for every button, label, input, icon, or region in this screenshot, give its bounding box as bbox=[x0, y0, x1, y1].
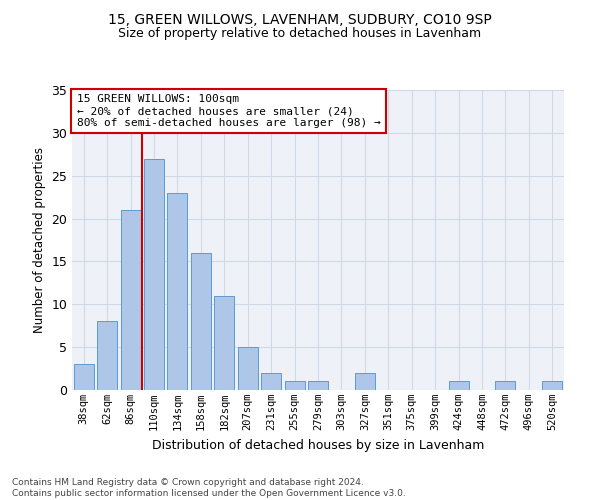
Text: Contains HM Land Registry data © Crown copyright and database right 2024.
Contai: Contains HM Land Registry data © Crown c… bbox=[12, 478, 406, 498]
Bar bbox=[121, 210, 140, 390]
Bar bbox=[238, 347, 257, 390]
Text: 15 GREEN WILLOWS: 100sqm
← 20% of detached houses are smaller (24)
80% of semi-d: 15 GREEN WILLOWS: 100sqm ← 20% of detach… bbox=[77, 94, 380, 128]
Bar bbox=[167, 193, 187, 390]
Bar bbox=[261, 373, 281, 390]
Bar bbox=[97, 322, 117, 390]
Bar bbox=[542, 382, 562, 390]
Bar bbox=[214, 296, 234, 390]
Text: 15, GREEN WILLOWS, LAVENHAM, SUDBURY, CO10 9SP: 15, GREEN WILLOWS, LAVENHAM, SUDBURY, CO… bbox=[108, 12, 492, 26]
X-axis label: Distribution of detached houses by size in Lavenham: Distribution of detached houses by size … bbox=[152, 438, 484, 452]
Text: Size of property relative to detached houses in Lavenham: Size of property relative to detached ho… bbox=[118, 28, 482, 40]
Bar bbox=[355, 373, 375, 390]
Y-axis label: Number of detached properties: Number of detached properties bbox=[33, 147, 46, 333]
Bar bbox=[284, 382, 305, 390]
Bar bbox=[496, 382, 515, 390]
Bar bbox=[191, 253, 211, 390]
Bar bbox=[449, 382, 469, 390]
Bar bbox=[144, 158, 164, 390]
Bar bbox=[74, 364, 94, 390]
Bar bbox=[308, 382, 328, 390]
